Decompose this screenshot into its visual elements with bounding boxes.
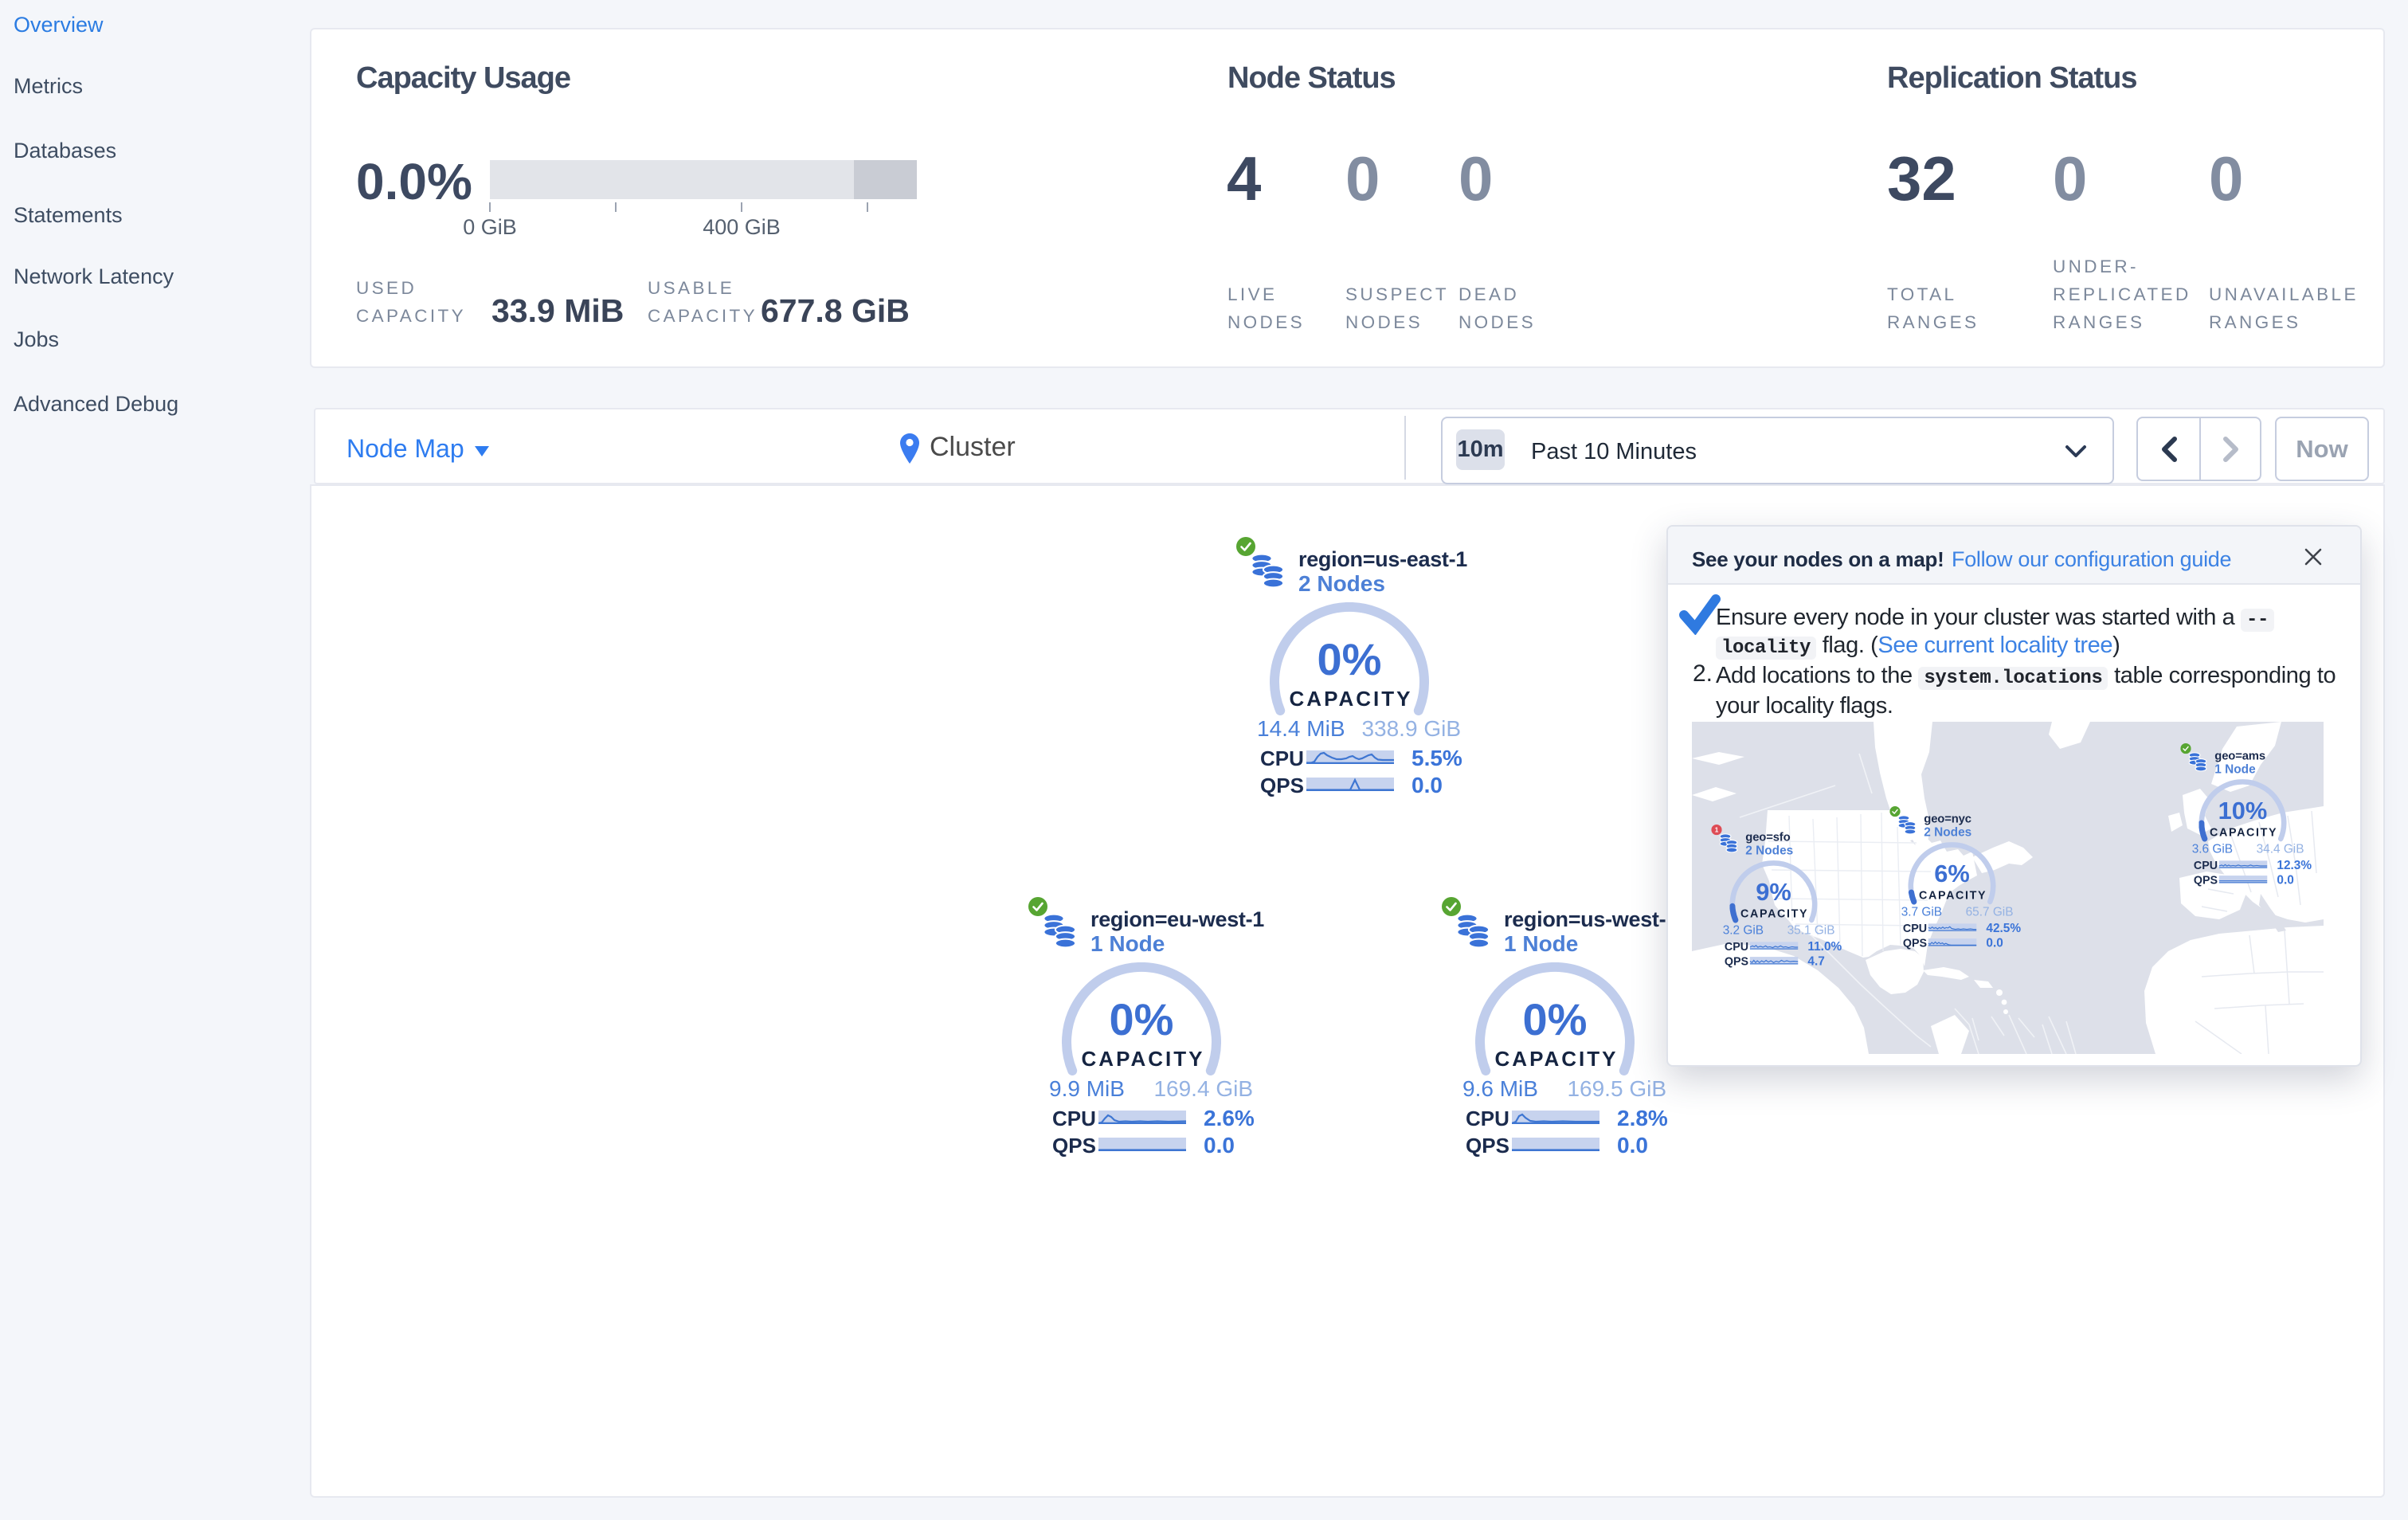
svg-text:1: 1 <box>1714 827 1718 834</box>
